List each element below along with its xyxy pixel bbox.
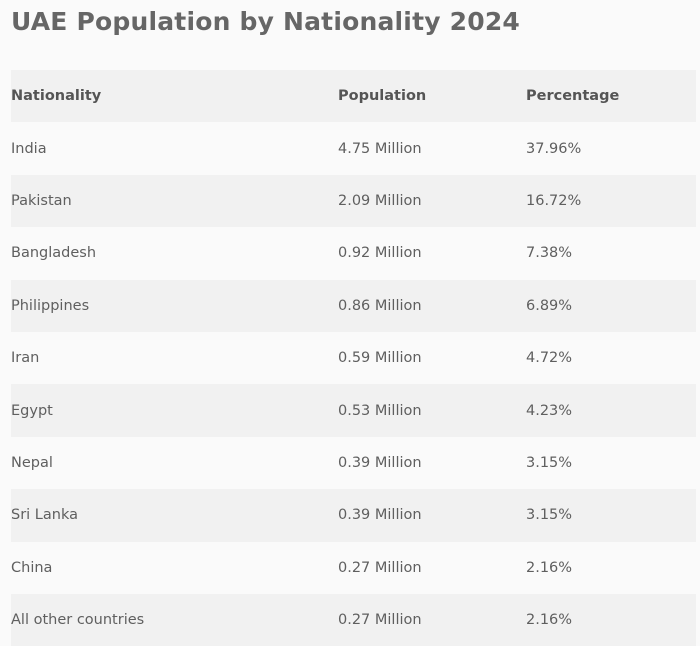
population-cell: 0.53 Million <box>338 402 422 419</box>
population-cell: 0.59 Million <box>338 350 422 367</box>
nationality-cell: Nepal <box>11 454 53 471</box>
table-row: Nepal 0.39 Million 3.15% <box>11 436 696 490</box>
percentage-cell: 4.23% <box>526 402 573 419</box>
table-row: Philippines 0.86 Million 6.89% <box>11 279 696 332</box>
header-nationality: Nationality <box>11 88 102 105</box>
population-table: Nationality Population Percentage India … <box>11 70 696 646</box>
population-cell: 0.39 Million <box>338 454 422 471</box>
percentage-cell: 37.96% <box>526 140 582 157</box>
table-row: Bangladesh 0.92 Million 7.38% <box>11 227 696 280</box>
nationality-cell: Bangladesh <box>11 245 97 262</box>
table-header-row: Nationality Population Percentage <box>11 70 696 123</box>
table-row: Egypt 0.53 Million 4.23% <box>11 384 696 437</box>
nationality-cell: All other countries <box>11 612 145 629</box>
population-cell: 0.39 Million <box>338 507 422 524</box>
table-row: Iran 0.59 Million 4.72% <box>11 331 696 385</box>
percentage-cell: 3.15% <box>526 507 573 524</box>
table-row: All other countries 0.27 Million 2.16% <box>11 593 696 646</box>
percentage-cell: 6.89% <box>526 297 573 314</box>
percentage-cell: 4.72% <box>526 350 573 367</box>
nationality-cell: Egypt <box>11 402 53 419</box>
table-row: Sri Lanka 0.39 Million 3.15% <box>11 489 696 542</box>
table-row: India 4.75 Million 37.96% <box>11 122 696 175</box>
header-population: Population <box>338 88 427 105</box>
population-cell: 0.27 Million <box>338 559 422 576</box>
percentage-cell: 16.72% <box>526 192 582 209</box>
nationality-cell: Pakistan <box>11 192 72 209</box>
percentage-cell: 2.16% <box>526 612 573 629</box>
nationality-cell: India <box>11 140 47 157</box>
table-row: Pakistan 2.09 Million 16.72% <box>11 174 696 228</box>
percentage-cell: 2.16% <box>526 559 573 576</box>
percentage-cell: 3.15% <box>526 454 573 471</box>
population-cell: 0.27 Million <box>338 612 422 629</box>
population-cell: 0.92 Million <box>338 245 422 262</box>
population-cell: 2.09 Million <box>338 192 422 209</box>
population-cell: 4.75 Million <box>338 140 422 157</box>
table-row: China 0.27 Million 2.16% <box>11 541 696 594</box>
nationality-cell: Sri Lanka <box>11 507 78 524</box>
page-title: UAE Population by Nationality 2024 <box>11 7 521 36</box>
nationality-cell: Iran <box>11 350 40 367</box>
nationality-cell: China <box>11 559 53 576</box>
nationality-cell: Philippines <box>11 297 90 314</box>
population-cell: 0.86 Million <box>338 297 422 314</box>
percentage-cell: 7.38% <box>526 245 573 262</box>
header-percentage: Percentage <box>526 88 620 105</box>
